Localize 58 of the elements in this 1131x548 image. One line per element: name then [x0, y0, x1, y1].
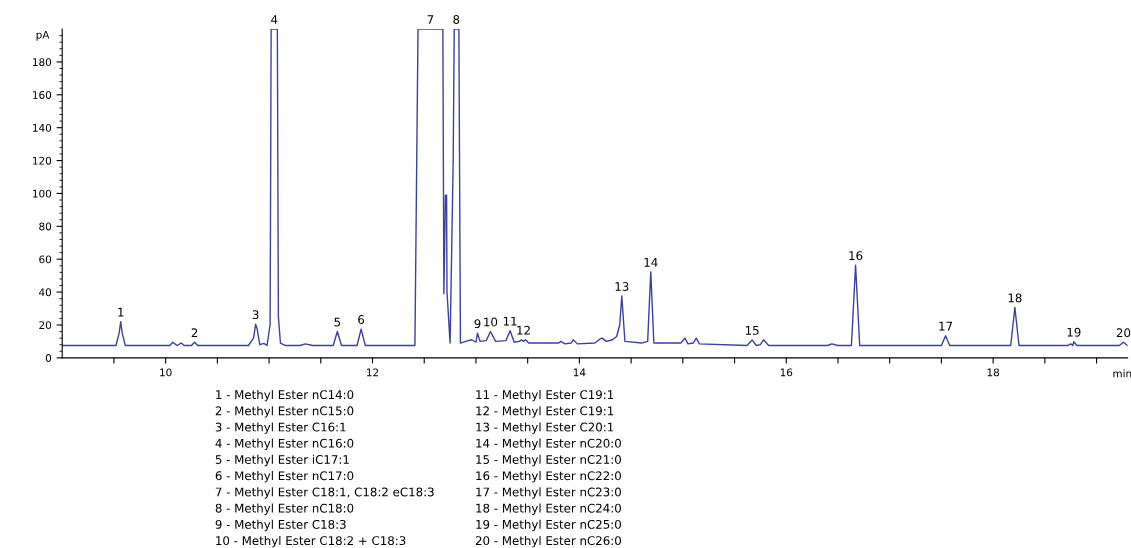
- text: 8 - Methyl Ester nC18:0: [215, 503, 354, 515]
- y-tick-label: 100: [33, 189, 52, 198]
- x-axis-title: min: [1113, 369, 1131, 378]
- annotation: 19: [1067, 327, 1081, 337]
- y-tick-label: 120: [33, 156, 52, 165]
- text: 17 - Methyl Ester nC23:0: [476, 487, 621, 499]
- text: 10 - Methyl Ester C18:2 + C18:3: [216, 535, 406, 548]
- text: 5 - Methyl Ester iC17:1: [215, 454, 349, 467]
- text: 20 - Methyl Ester nC26:0: [475, 535, 621, 548]
- x-tick-label: 10: [160, 368, 172, 377]
- text: 12 - Methyl Ester C19:1: [476, 406, 614, 418]
- line-series: [62, 29, 1128, 347]
- annotation: 18: [1008, 293, 1022, 303]
- y-tick-label: 20: [39, 321, 52, 330]
- text: 19 - Methyl Ester nC25:0: [476, 519, 621, 532]
- text: 3 - Methyl Ester C16:1: [215, 422, 346, 434]
- x-tick-label: 14: [573, 368, 586, 377]
- annotation: 1: [118, 307, 124, 317]
- text: 14 - Methyl Ester nC20:0: [476, 438, 621, 451]
- annotation: 5: [334, 317, 341, 327]
- text: 7 - Methyl Ester C18:1, C18:2 eC18:3: [215, 487, 434, 499]
- x-tick-label: 18: [987, 368, 1000, 377]
- annotation: 10: [484, 317, 498, 327]
- y-tick-label: 160: [33, 91, 52, 99]
- y-axis-title: pA: [36, 30, 50, 41]
- annotation: 12: [517, 325, 530, 335]
- text: 4 - Methyl Ester nC16:0: [215, 438, 354, 451]
- text: 2 - Methyl Ester nC15:0: [215, 406, 354, 418]
- annotation: 7: [427, 15, 434, 24]
- y-tick-label: 180: [33, 58, 52, 67]
- y-tick-label: 80: [39, 222, 52, 231]
- text: 18 - Methyl Ester nC24:0: [476, 503, 621, 515]
- y-tick-label: 0: [45, 354, 52, 362]
- y-tick-label: 140: [33, 123, 52, 132]
- annotation: 13: [615, 282, 629, 291]
- text: 15 - Methyl Ester nC21:0: [476, 454, 621, 467]
- text: 9 - Methyl Ester C18:3: [215, 519, 346, 532]
- text: 16 - Methyl Ester nC22:0: [476, 471, 621, 483]
- y-tick-label: 40: [39, 288, 52, 297]
- annotation: 8: [453, 15, 460, 24]
- annotation: 16: [849, 251, 863, 261]
- x-tick-label: 16: [780, 368, 793, 377]
- annotation: 17: [939, 321, 953, 331]
- annotation: 4: [271, 15, 278, 24]
- annotation: 2: [191, 328, 198, 337]
- text: 6 - Methyl Ester nC17:0: [215, 471, 354, 483]
- y-tick-label: 60: [39, 255, 52, 264]
- annotation: 14: [644, 258, 658, 267]
- annotation: 9: [474, 319, 481, 329]
- annotation: 15: [745, 326, 759, 335]
- text: 11 - Methyl Ester C19:1: [476, 389, 614, 402]
- x-tick-label: 12: [367, 368, 379, 377]
- annotation: 6: [358, 315, 365, 325]
- text: 13 - Methyl Ester C20:1: [476, 422, 614, 434]
- annotation: 11: [503, 316, 517, 326]
- annotation: 3: [252, 310, 259, 320]
- annotation: 20: [1116, 328, 1131, 338]
- text: 1 - Methyl Ester nC14:0: [216, 389, 354, 402]
